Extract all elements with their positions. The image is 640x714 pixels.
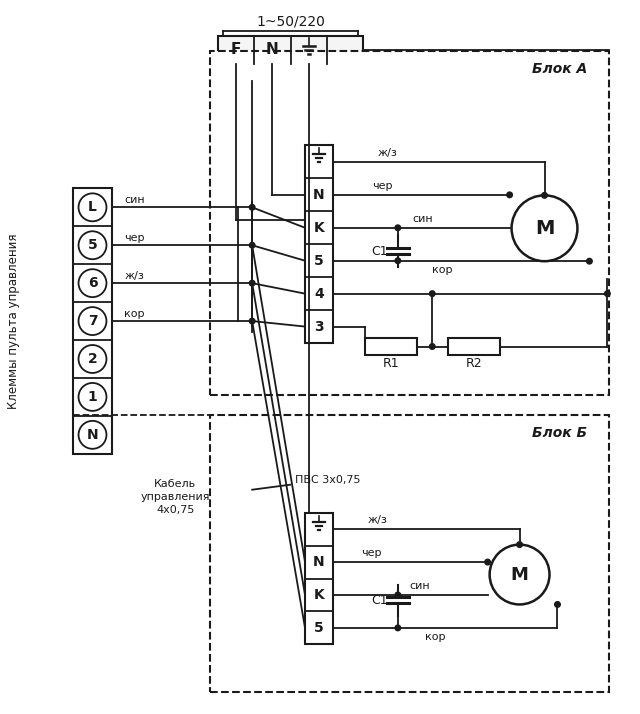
Text: M: M xyxy=(511,565,529,583)
Text: R1: R1 xyxy=(383,358,399,371)
Circle shape xyxy=(250,204,255,210)
Text: 3: 3 xyxy=(314,320,324,333)
Text: ж/з: ж/з xyxy=(378,148,398,158)
Text: N: N xyxy=(313,188,325,202)
Text: F: F xyxy=(231,42,241,57)
Circle shape xyxy=(485,559,490,565)
Text: ж/з: ж/з xyxy=(124,271,145,281)
Text: L: L xyxy=(88,201,97,214)
Text: Блок А: Блок А xyxy=(532,61,587,76)
Circle shape xyxy=(79,345,106,373)
Circle shape xyxy=(507,192,513,198)
Text: 4: 4 xyxy=(314,286,324,301)
Bar xyxy=(210,51,609,395)
Circle shape xyxy=(79,307,106,335)
Text: 5: 5 xyxy=(314,253,324,268)
Text: син: син xyxy=(124,196,145,206)
Bar xyxy=(448,338,500,355)
Text: 2: 2 xyxy=(88,352,97,366)
Bar xyxy=(305,513,333,644)
Text: чер: чер xyxy=(124,233,145,243)
Bar xyxy=(218,36,363,64)
Circle shape xyxy=(250,281,255,286)
Text: чер: чер xyxy=(360,548,381,558)
Circle shape xyxy=(79,231,106,259)
Text: M: M xyxy=(535,218,554,238)
Circle shape xyxy=(250,243,255,248)
Text: K: K xyxy=(314,221,324,235)
Circle shape xyxy=(395,258,401,263)
Text: R2: R2 xyxy=(465,358,482,371)
Text: кор: кор xyxy=(124,309,145,319)
Text: 6: 6 xyxy=(88,276,97,290)
Text: кор: кор xyxy=(426,632,446,642)
Text: N: N xyxy=(266,42,279,57)
Text: 5: 5 xyxy=(314,621,324,635)
Bar xyxy=(365,338,417,355)
Bar xyxy=(305,146,333,343)
Circle shape xyxy=(395,592,401,598)
Text: 7: 7 xyxy=(88,314,97,328)
Circle shape xyxy=(511,196,577,261)
Circle shape xyxy=(516,542,522,548)
Text: Блок Б: Блок Б xyxy=(532,426,587,440)
Circle shape xyxy=(79,383,106,411)
Text: 1~50/220: 1~50/220 xyxy=(256,15,325,29)
Circle shape xyxy=(395,625,401,630)
Circle shape xyxy=(541,193,547,198)
Text: ж/з: ж/з xyxy=(368,515,388,525)
Text: Клеммы пульта управления: Клеммы пульта управления xyxy=(7,233,20,409)
Circle shape xyxy=(429,291,435,296)
Text: чер: чер xyxy=(372,181,393,191)
Circle shape xyxy=(555,602,560,607)
Text: C1: C1 xyxy=(372,594,388,607)
Text: K: K xyxy=(314,588,324,602)
Circle shape xyxy=(587,258,592,264)
Bar xyxy=(210,415,609,693)
Text: син: син xyxy=(410,581,430,591)
Text: Кабель
управления
4x0,75: Кабель управления 4x0,75 xyxy=(141,478,210,515)
Circle shape xyxy=(79,193,106,221)
Circle shape xyxy=(429,343,435,349)
Circle shape xyxy=(395,225,401,231)
Text: кор: кор xyxy=(433,265,453,275)
Circle shape xyxy=(79,269,106,297)
Text: ПВС 3x0,75: ПВС 3x0,75 xyxy=(295,475,360,485)
Text: C1: C1 xyxy=(372,245,388,258)
Text: 1: 1 xyxy=(88,390,97,404)
Text: син: син xyxy=(412,213,433,223)
Circle shape xyxy=(250,318,255,324)
Circle shape xyxy=(490,545,550,605)
Text: 5: 5 xyxy=(88,238,97,252)
Circle shape xyxy=(79,421,106,449)
Bar xyxy=(72,188,113,454)
Text: N: N xyxy=(86,428,99,442)
Text: N: N xyxy=(313,555,325,569)
Circle shape xyxy=(605,291,610,296)
